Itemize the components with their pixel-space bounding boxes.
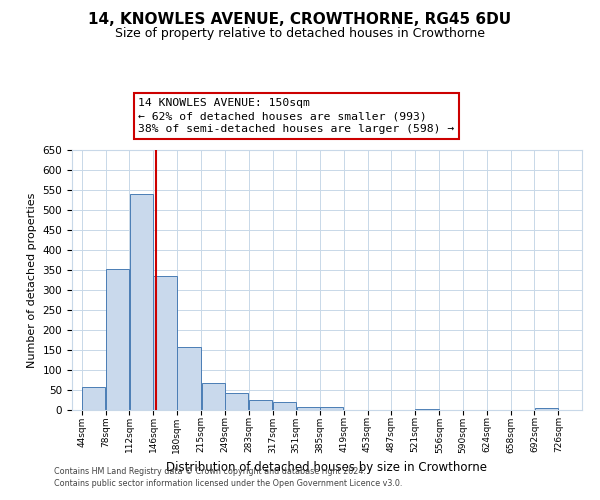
Y-axis label: Number of detached properties: Number of detached properties bbox=[27, 192, 37, 368]
Bar bbox=[273, 402, 296, 410]
Bar bbox=[296, 407, 320, 410]
Text: 14, KNOWLES AVENUE, CROWTHORNE, RG45 6DU: 14, KNOWLES AVENUE, CROWTHORNE, RG45 6DU bbox=[88, 12, 512, 28]
Bar bbox=[130, 194, 153, 410]
Bar bbox=[320, 407, 343, 410]
Bar bbox=[177, 347, 201, 410]
Bar bbox=[225, 393, 248, 410]
X-axis label: Distribution of detached houses by size in Crowthorne: Distribution of detached houses by size … bbox=[167, 461, 487, 474]
Text: Size of property relative to detached houses in Crowthorne: Size of property relative to detached ho… bbox=[115, 28, 485, 40]
Bar bbox=[82, 387, 105, 410]
Bar bbox=[202, 383, 225, 410]
Bar bbox=[249, 400, 272, 410]
Bar bbox=[154, 276, 176, 410]
Bar bbox=[106, 269, 129, 410]
Bar bbox=[535, 408, 558, 410]
Bar bbox=[415, 409, 439, 410]
Text: Contains HM Land Registry data © Crown copyright and database right 2024.
Contai: Contains HM Land Registry data © Crown c… bbox=[54, 466, 403, 487]
Text: 14 KNOWLES AVENUE: 150sqm
← 62% of detached houses are smaller (993)
38% of semi: 14 KNOWLES AVENUE: 150sqm ← 62% of detac… bbox=[139, 98, 455, 134]
